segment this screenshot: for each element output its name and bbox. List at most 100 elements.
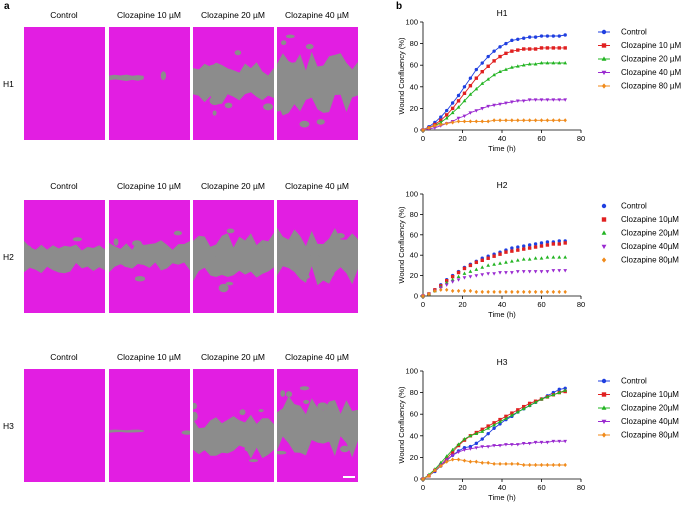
data-point [474,431,479,435]
data-point [498,118,502,123]
data-point [474,446,479,450]
microscopy-image [193,369,274,482]
x-tick-label: 80 [577,483,585,492]
data-point [492,49,496,53]
data-point [456,457,461,462]
data-point [450,277,455,282]
wound-patch [99,254,104,260]
data-point [539,289,544,294]
data-point [522,462,526,467]
data-point [557,269,562,273]
data-point [432,126,437,130]
panel-label-b: b [396,1,403,12]
column-header: Control [50,181,78,191]
data-point [474,289,479,294]
data-point [444,116,449,120]
x-tick-label: 0 [421,300,425,309]
data-point [527,289,532,294]
data-point [533,245,538,249]
legend-label: Control [621,28,647,37]
legend-label: Clozapine 40 µM [621,68,682,77]
y-tick-label: 0 [414,292,418,301]
data-point [439,287,443,292]
data-point [510,413,514,417]
y-tick-label: 40 [410,251,418,260]
wound-patch [290,62,301,67]
wound-patch [340,445,350,453]
column-header: Clozapine 40 µM [285,352,349,362]
data-point [545,34,550,38]
data-point [433,288,437,293]
data-point [533,242,538,246]
data-point [468,288,473,293]
data-point [516,118,520,123]
data-point [456,119,461,124]
wound-patch [234,50,242,56]
data-point [492,272,496,276]
wound-patch [258,409,264,413]
data-point [492,118,496,123]
row-label: H1 [3,78,14,89]
y-tick-label: 100 [405,367,418,376]
data-point [551,98,556,102]
data-point [450,453,455,458]
x-tick-label: 0 [421,134,425,143]
data-point [527,257,532,261]
data-point [468,459,473,464]
data-point [522,36,526,40]
data-point [468,76,473,80]
data-point [462,85,467,89]
data-point [427,291,431,296]
data-point [456,99,461,103]
data-point [527,403,532,407]
data-point [551,61,556,65]
column-header: Clozapine 20 µM [201,181,265,191]
wound-region [193,232,274,282]
data-point [456,450,461,455]
data-point [462,266,467,271]
legend-label: Clozapine 80µM [621,431,679,440]
data-point [516,37,520,41]
data-point [515,64,520,68]
data-point [563,46,567,50]
data-point [480,437,484,441]
data-point [504,67,508,71]
x-tick-label: 20 [458,483,466,492]
y-tick-label: 40 [410,82,418,91]
data-point [563,241,567,245]
data-point [462,437,467,441]
data-point [522,247,526,251]
data-point [492,289,496,294]
data-point [510,249,514,253]
data-point [539,34,544,38]
data-point [498,102,502,107]
data-point [551,439,556,444]
data-point [557,239,561,243]
legend-marker [601,378,607,384]
data-point [510,461,514,466]
wound-patch [317,402,328,410]
wound-patch [277,90,284,96]
data-point [551,255,556,259]
legend-marker [601,432,607,438]
legend-marker [601,83,607,89]
data-point [450,106,455,111]
data-point [486,54,490,59]
data-point [468,84,473,88]
data-point [539,256,544,260]
data-point [563,386,567,390]
data-point [545,440,550,445]
data-point [527,246,532,250]
data-point [557,61,562,65]
data-point [492,103,496,108]
data-point [539,440,544,445]
data-point [480,445,485,449]
row-label: H3 [3,420,14,431]
data-point [456,288,461,293]
data-point [444,283,449,287]
x-tick-label: 60 [537,483,545,492]
data-point [510,118,514,123]
column-header: Clozapine 40 µM [285,181,349,191]
x-tick-label: 20 [458,134,466,143]
wound-region [24,240,105,274]
